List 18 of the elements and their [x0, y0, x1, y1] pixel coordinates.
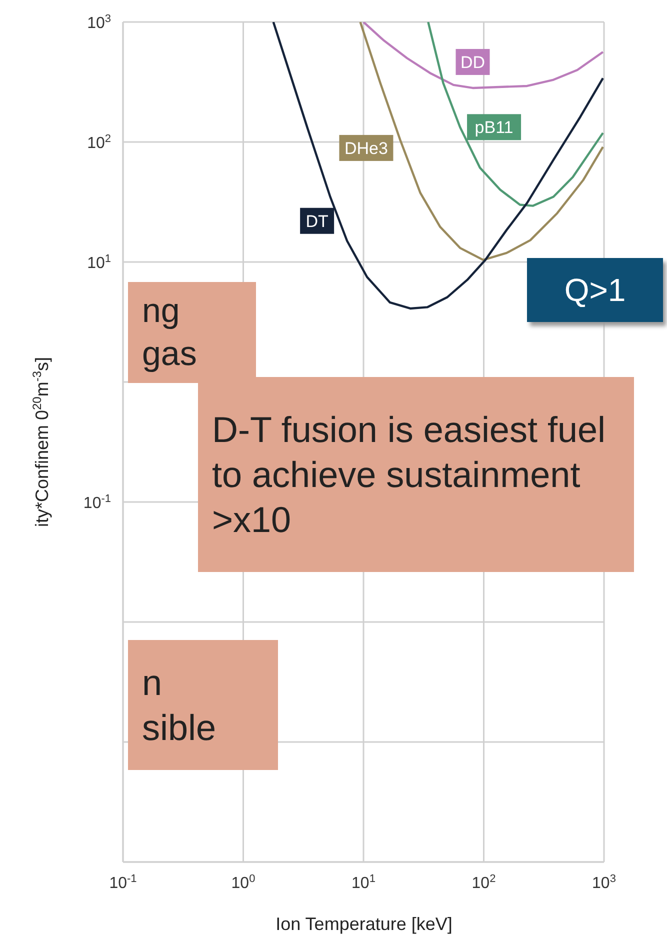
y-tick-label: 10$^{1}$ [87, 253, 111, 272]
annotation: Q>1 [527, 258, 663, 322]
x-tick-label: 10$^{2}$ [472, 873, 496, 892]
series-label: DHe3 [344, 138, 388, 158]
series-label: DD [460, 52, 486, 72]
annotation: ng gas [128, 282, 256, 383]
series-label: pB11 [474, 118, 514, 138]
x-tick-label: 10$^{0}$ [231, 873, 256, 892]
x-tick-label: 10$^{-1}$ [109, 873, 137, 892]
y-tick-label: 10$^{-1}$ [83, 493, 111, 512]
annotation: n sible [128, 640, 278, 770]
x-axis-title: Ion Temperature [keV] [276, 914, 452, 934]
x-tick-label: 10$^{1}$ [352, 873, 376, 892]
annotation: D-T fusion is easiest fuel to achieve sustainment >x10 [198, 377, 634, 572]
series-label: DT [306, 212, 328, 231]
x-tick-label: 10$^{3}$ [592, 873, 616, 892]
y-tick-label: 10$^{3}$ [87, 13, 111, 32]
y-tick-label: 10$^{2}$ [87, 133, 111, 152]
